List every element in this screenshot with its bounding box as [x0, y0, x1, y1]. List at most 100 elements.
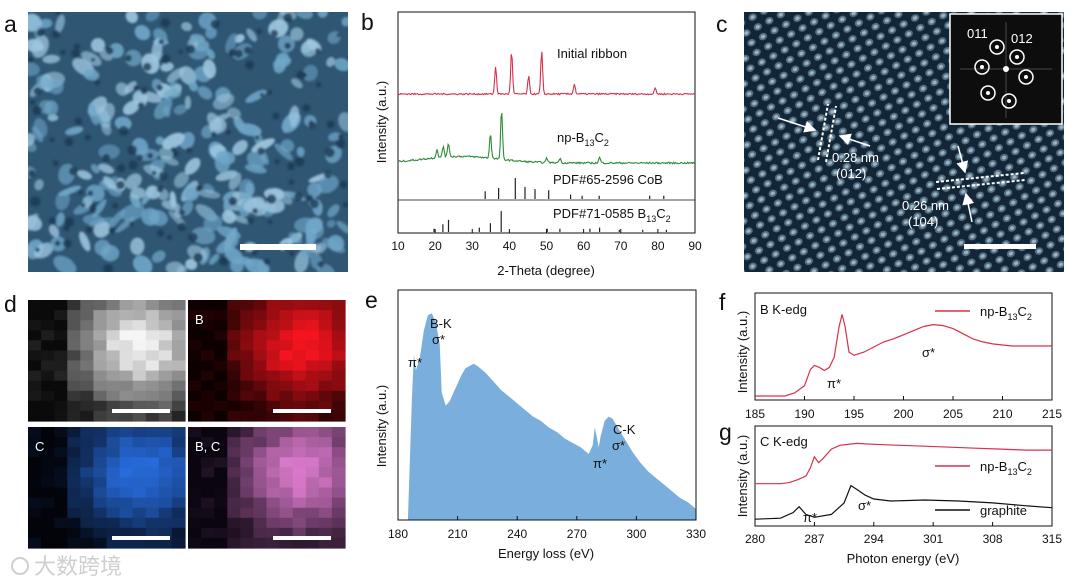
eds-pixel — [305, 427, 320, 438]
eds-pixel — [54, 537, 68, 549]
sem-pore — [211, 131, 217, 137]
eds-pixel — [331, 300, 346, 311]
sem-pore — [210, 19, 220, 29]
eds-pixel — [227, 527, 241, 539]
eds-pixel — [132, 537, 147, 549]
eds-pixel — [158, 360, 173, 372]
eds-pixel — [240, 497, 254, 509]
eds-pixel — [331, 330, 346, 341]
eds-pixel — [292, 437, 307, 448]
eds-pixel — [201, 467, 215, 478]
sem-ligament — [228, 172, 242, 190]
eds-pixel — [171, 427, 186, 438]
eds-pixel — [80, 390, 94, 402]
eds-pixel — [54, 437, 68, 448]
eds-pixel — [253, 537, 268, 549]
sem-ligament — [244, 258, 270, 272]
eds-pixel — [227, 370, 241, 382]
eds-pixel — [305, 517, 320, 529]
sem-pore — [302, 104, 310, 112]
sem-ligament — [153, 98, 173, 120]
eds-pixel — [158, 457, 173, 468]
eds-pixel — [201, 517, 215, 529]
eds-pixel — [67, 537, 81, 549]
eds-pixel — [279, 300, 294, 311]
eds-pixel — [132, 320, 147, 331]
eds-pixel — [305, 537, 320, 549]
sem-pore — [259, 92, 264, 97]
eds-pixel — [93, 527, 108, 539]
eds-pixel — [292, 400, 307, 412]
eds-map-carbon — [28, 427, 186, 549]
eds-pixel — [54, 457, 68, 468]
eds-pixel — [119, 410, 134, 422]
eds-pixel — [201, 410, 215, 422]
eds-pixel — [171, 487, 186, 499]
eds-pixel — [28, 507, 42, 519]
eds-pixel — [93, 320, 108, 331]
eds-pixel — [227, 360, 241, 372]
eds-pixel — [331, 427, 346, 438]
eds-pixel — [214, 447, 228, 458]
eds-pixel — [80, 497, 94, 509]
eds-pixel — [106, 370, 121, 382]
eds-pixel — [93, 390, 108, 402]
eds-pixel — [305, 527, 320, 539]
eds-pixel — [67, 330, 81, 341]
sem-pore — [102, 153, 111, 163]
sem-ligament — [79, 231, 91, 252]
eds-pixel — [67, 380, 81, 392]
sem-pore — [225, 129, 231, 135]
scale-bar-c — [964, 244, 1036, 249]
eds-pixel — [28, 427, 42, 438]
sem-pore — [103, 264, 113, 272]
eds-pixel — [331, 457, 346, 468]
eds-pixel — [93, 457, 108, 468]
eds-pixel — [145, 310, 160, 321]
eds-pixel — [145, 320, 160, 331]
eds-pixel — [318, 507, 333, 519]
eds-pixel — [67, 320, 81, 331]
eds-pixel — [240, 517, 254, 529]
eds-pixel — [119, 310, 134, 321]
eds-pixel — [201, 370, 215, 382]
eds-pixel — [106, 427, 121, 438]
sem-ligament — [197, 189, 221, 199]
xrd-label-np-sub1: 13 — [584, 138, 594, 148]
sem-ligament — [326, 219, 336, 228]
eds-pixel — [188, 330, 202, 341]
sem-ligament — [44, 100, 59, 116]
bk-x-ticks: 185 190 195 200 205 210 215 — [745, 396, 1062, 421]
eds-pixel — [266, 507, 281, 519]
eds-pixel — [240, 410, 254, 422]
eds-pixel — [318, 427, 333, 438]
eds-pixel — [318, 350, 333, 362]
eds-pixel — [266, 437, 281, 448]
spacing-012-plane: (012) — [836, 166, 866, 181]
sem-ligament — [238, 178, 255, 199]
eds-pixel — [132, 517, 147, 529]
eds-pixel — [253, 477, 268, 489]
eds-pixel — [214, 310, 228, 321]
xrd-label-np-sub2: 2 — [604, 138, 609, 148]
eds-pixel — [240, 487, 254, 499]
sem-pore — [294, 156, 305, 167]
eds-pixel — [240, 330, 254, 341]
eds-pixel — [54, 527, 68, 539]
sem-ligament — [307, 182, 322, 198]
eds-pixel — [54, 517, 68, 529]
eds-pixel — [227, 487, 241, 499]
sem-pore — [228, 48, 237, 57]
eds-pixel — [54, 487, 68, 499]
bk-legend-base: np-B — [980, 304, 1007, 319]
eds-pixel — [80, 300, 94, 311]
eds-pixel — [41, 310, 55, 321]
eds-pixel — [331, 400, 346, 412]
eds-pixel — [158, 350, 173, 362]
eds-pixel — [279, 447, 294, 458]
eds-pixel — [253, 437, 268, 448]
eds-pixel — [28, 340, 42, 351]
sem-pore — [94, 79, 101, 86]
eds-pixel — [331, 537, 346, 549]
eds-pixel — [253, 527, 268, 539]
